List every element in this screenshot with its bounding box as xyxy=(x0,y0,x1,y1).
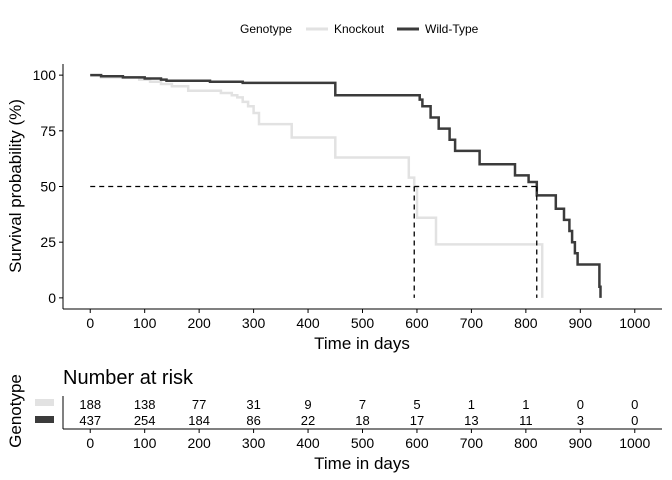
risk-cell: 86 xyxy=(246,413,260,428)
risk-cell: 11 xyxy=(519,413,533,428)
x-tick-label: 0 xyxy=(86,315,94,331)
risk-x-axis-title: Time in days xyxy=(314,454,410,473)
risk-x-tick-label: 1000 xyxy=(619,435,650,451)
legend-label-knockout: Knockout xyxy=(334,22,385,36)
risk-cell: 9 xyxy=(304,397,311,412)
risk-x-tick-label: 700 xyxy=(460,435,484,451)
risk-cell: 77 xyxy=(192,397,206,412)
risk-cell: 13 xyxy=(464,413,478,428)
x-tick-label: 100 xyxy=(133,315,157,331)
y-tick-label: 0 xyxy=(48,290,56,306)
risk-x-tick-label: 100 xyxy=(133,435,157,451)
y-axis-ticks: 0 25 50 75 100 xyxy=(33,67,63,306)
y-tick-label: 100 xyxy=(33,67,57,83)
x-tick-label: 500 xyxy=(351,315,375,331)
risk-x-tick-label: 0 xyxy=(86,435,94,451)
risk-x-tick-label: 200 xyxy=(187,435,211,451)
risk-cell: 1 xyxy=(468,397,475,412)
risk-cell: 0 xyxy=(631,397,638,412)
risk-cell: 184 xyxy=(188,413,210,428)
x-axis-title: Time in days xyxy=(314,334,410,353)
legend-title: Genotype xyxy=(240,22,292,36)
risk-cell: 437 xyxy=(79,413,101,428)
risk-cell: 1 xyxy=(522,397,529,412)
risk-x-tick-label: 400 xyxy=(296,435,320,451)
risk-cell: 0 xyxy=(577,397,584,412)
risk-table-title: Number at risk xyxy=(63,367,194,389)
survival-curve-wild-type xyxy=(90,73,602,298)
x-tick-label: 800 xyxy=(514,315,538,331)
risk-cell: 18 xyxy=(355,413,369,428)
risk-cell: 138 xyxy=(134,397,156,412)
risk-x-tick-label: 500 xyxy=(351,435,375,451)
median-lines xyxy=(90,185,538,298)
risk-cell: 22 xyxy=(301,413,315,428)
risk-x-tick-label: 600 xyxy=(405,435,429,451)
x-tick-label: 400 xyxy=(296,315,320,331)
risk-cell: 5 xyxy=(413,397,420,412)
risk-x-axis-ticks: 0 100 200 300 400 500 600 700 800 900 1000 xyxy=(86,429,651,451)
risk-y-axis-title: Genotype xyxy=(6,374,25,448)
x-axis-ticks: 0 100 200 300 400 500 600 700 800 900 1000 xyxy=(86,309,651,331)
y-axis-title: Survival probability (%) xyxy=(6,99,25,273)
risk-cell: 17 xyxy=(410,413,424,428)
risk-cell: 31 xyxy=(246,397,260,412)
x-tick-label: 1000 xyxy=(619,315,650,331)
risk-x-tick-label: 900 xyxy=(569,435,593,451)
risk-cell: 7 xyxy=(359,397,366,412)
risk-cell: 188 xyxy=(79,397,101,412)
x-tick-label: 300 xyxy=(242,315,266,331)
risk-key-wild-type xyxy=(35,416,54,423)
x-tick-label: 600 xyxy=(405,315,429,331)
legend: Genotype Knockout Wild-Type xyxy=(240,22,479,36)
survival-curve-knockout xyxy=(90,73,544,298)
x-tick-label: 700 xyxy=(460,315,484,331)
y-tick-label: 75 xyxy=(40,123,56,139)
x-tick-label: 200 xyxy=(187,315,211,331)
risk-cell: 3 xyxy=(577,413,584,428)
risk-key-knockout xyxy=(35,399,54,406)
survival-curves xyxy=(90,73,602,298)
y-tick-label: 50 xyxy=(40,179,56,195)
risk-cell: 254 xyxy=(134,413,156,428)
y-tick-label: 25 xyxy=(40,234,56,250)
x-tick-label: 900 xyxy=(569,315,593,331)
risk-x-tick-label: 300 xyxy=(242,435,266,451)
legend-label-wild-type: Wild-Type xyxy=(425,22,479,36)
survival-plot: 0 25 50 75 100 0 100 200 300 400 500 600 700 800 900 1… xyxy=(6,64,662,353)
risk-cell: 0 xyxy=(631,413,638,428)
risk-x-tick-label: 800 xyxy=(514,435,538,451)
